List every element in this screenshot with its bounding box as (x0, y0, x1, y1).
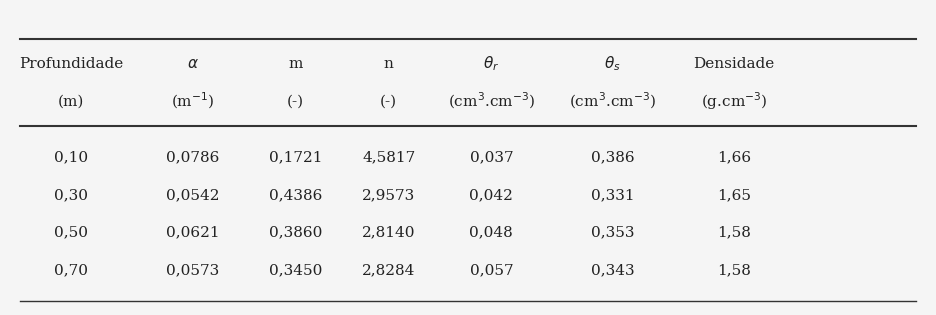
Text: 0,0573: 0,0573 (166, 263, 219, 277)
Text: (-): (-) (380, 94, 397, 108)
Text: Densidade: Densidade (694, 57, 775, 71)
Text: 0,057: 0,057 (470, 263, 513, 277)
Text: 2,8140: 2,8140 (362, 226, 416, 239)
Text: 0,70: 0,70 (54, 263, 88, 277)
Text: 0,50: 0,50 (54, 226, 88, 239)
Text: 1,58: 1,58 (717, 226, 751, 239)
Text: 0,0542: 0,0542 (166, 188, 219, 202)
Text: 0,042: 0,042 (469, 188, 513, 202)
Text: 0,3450: 0,3450 (269, 263, 322, 277)
Text: m: m (288, 57, 302, 71)
Text: 0,1721: 0,1721 (269, 151, 322, 164)
Text: (cm$^3$.cm$^{-3}$): (cm$^3$.cm$^{-3}$) (447, 91, 535, 112)
Text: 0,30: 0,30 (54, 188, 88, 202)
Text: 2,9573: 2,9573 (362, 188, 416, 202)
Text: 1,58: 1,58 (717, 263, 751, 277)
Text: n: n (384, 57, 394, 71)
Text: 2,8284: 2,8284 (362, 263, 416, 277)
Text: 1,66: 1,66 (717, 151, 751, 164)
Text: 0,3860: 0,3860 (269, 226, 322, 239)
Text: (cm$^3$.cm$^{-3}$): (cm$^3$.cm$^{-3}$) (569, 91, 656, 112)
Text: 0,0621: 0,0621 (166, 226, 220, 239)
Text: (m): (m) (58, 94, 84, 108)
Text: 0,037: 0,037 (470, 151, 513, 164)
Text: $\theta_s$: $\theta_s$ (605, 54, 621, 73)
Text: (-): (-) (286, 94, 304, 108)
Text: Profundidade: Profundidade (20, 57, 124, 71)
Text: 0,386: 0,386 (591, 151, 635, 164)
Text: (g.cm$^{-3}$): (g.cm$^{-3}$) (701, 90, 768, 112)
Text: 0,4386: 0,4386 (269, 188, 322, 202)
Text: 0,048: 0,048 (470, 226, 513, 239)
Text: 0,0786: 0,0786 (166, 151, 219, 164)
Text: 0,343: 0,343 (591, 263, 635, 277)
Text: 4,5817: 4,5817 (362, 151, 416, 164)
Text: (m$^{-1}$): (m$^{-1}$) (171, 91, 214, 112)
Text: 0,331: 0,331 (591, 188, 635, 202)
Text: 0,353: 0,353 (591, 226, 635, 239)
Text: $\alpha$: $\alpha$ (187, 57, 198, 71)
Text: $\theta_r$: $\theta_r$ (483, 54, 500, 73)
Text: 0,10: 0,10 (54, 151, 88, 164)
Text: 1,65: 1,65 (717, 188, 751, 202)
